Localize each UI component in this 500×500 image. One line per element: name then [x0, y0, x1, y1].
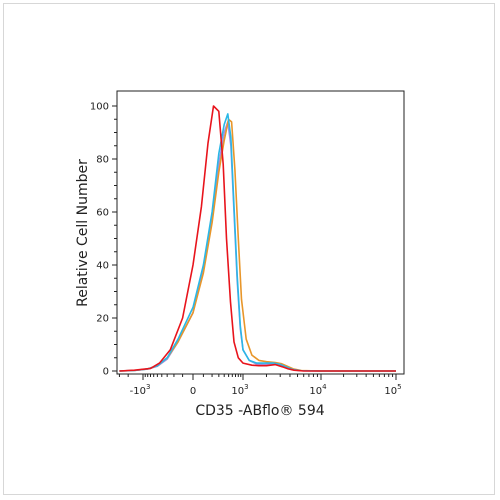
y-tick-label: 20	[96, 314, 109, 325]
x-tick-exponent: 3	[244, 383, 248, 391]
x-axis-title: CD35 -ABflo® 594	[195, 403, 324, 419]
x-tick-label: 0	[190, 386, 196, 397]
y-tick-label: 100	[90, 102, 109, 113]
histogram-chart: 0 20 40 60 80 100 -103 0 103 104 105 CD35 -ABflo®…	[75, 90, 405, 419]
x-tick-label: 103	[231, 383, 248, 397]
series-line	[119, 121, 396, 372]
x-tick-label: 104	[309, 383, 327, 397]
y-tick-label: 0	[103, 367, 109, 378]
y-minor-ticks	[114, 118, 117, 359]
x-tick-label: -103	[130, 383, 151, 397]
plot-area-border	[116, 90, 405, 375]
y-axis: 0 20 40 60 80 100	[90, 102, 117, 378]
series-line	[119, 105, 396, 372]
x-axis: -103 0 103 104 105	[130, 374, 402, 397]
series-line	[119, 118, 396, 372]
x-tick-label: 105	[384, 383, 401, 397]
y-tick-label: 80	[96, 155, 109, 166]
series-line	[119, 113, 396, 372]
x-tick-exponent: 4	[322, 383, 327, 391]
x-minor-ticks	[118, 374, 394, 377]
x-tick-exponent: 3	[146, 383, 150, 391]
figure-frame: 0 20 40 60 80 100 -103 0 103 104 105 CD35 -ABflo®…	[3, 3, 495, 495]
y-tick-label: 60	[96, 208, 109, 219]
y-tick-label: 40	[96, 261, 109, 272]
series-layer	[119, 105, 396, 372]
x-tick-exponent: 5	[397, 383, 401, 391]
y-axis-title: Relative Cell Number	[75, 159, 91, 307]
